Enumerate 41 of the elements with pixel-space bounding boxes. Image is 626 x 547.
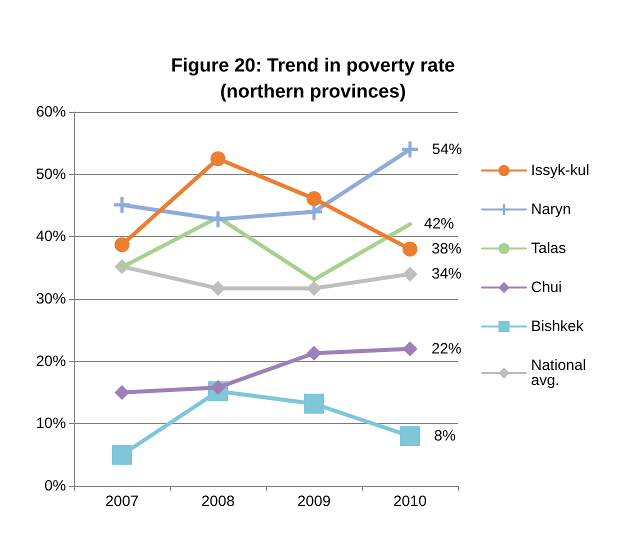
point	[402, 141, 418, 158]
y-tick-label: 0%	[44, 478, 66, 494]
point	[210, 211, 226, 228]
point	[114, 196, 130, 213]
chart-title: Figure 20: Trend in poverty rate (northern provinces)	[170, 56, 456, 102]
point	[210, 151, 226, 166]
y-tick-label: 30%	[36, 290, 66, 308]
legend-label: Issyk-kul	[531, 162, 590, 179]
point	[306, 280, 322, 296]
data-label: 22%	[432, 340, 462, 358]
point	[210, 280, 226, 296]
y-tick-label: 60%	[36, 104, 66, 120]
point	[304, 394, 324, 414]
y-tick-label: 20%	[36, 352, 66, 370]
data-label: 34%	[432, 266, 462, 283]
point	[306, 346, 322, 361]
x-tick-label: 2007	[105, 493, 139, 510]
point	[402, 242, 418, 257]
legend-label: National avg.	[531, 357, 590, 389]
point	[402, 341, 418, 356]
legend-label: Bishkek	[531, 318, 584, 335]
point	[400, 426, 420, 446]
y-tick-label: 40%	[36, 228, 66, 246]
data-label: 54%	[432, 140, 462, 158]
point	[114, 237, 130, 252]
point	[114, 385, 130, 400]
data-label: 38%	[432, 240, 462, 258]
x-tick-label: 2009	[297, 493, 331, 510]
data-label: 42%	[424, 216, 454, 233]
x-tick-label: 2010	[393, 493, 427, 510]
point	[112, 444, 132, 465]
x-tick-label: 2008	[201, 493, 235, 510]
point	[306, 204, 322, 220]
legend-label: Talas	[531, 240, 566, 257]
point	[402, 266, 418, 282]
y-tick-label: 50%	[36, 166, 66, 183]
y-tick-label: 10%	[36, 415, 66, 432]
data-label: 8%	[434, 428, 456, 445]
point	[306, 191, 322, 206]
legend-label: Chui	[531, 279, 562, 296]
legend-label: Naryn	[531, 201, 572, 218]
